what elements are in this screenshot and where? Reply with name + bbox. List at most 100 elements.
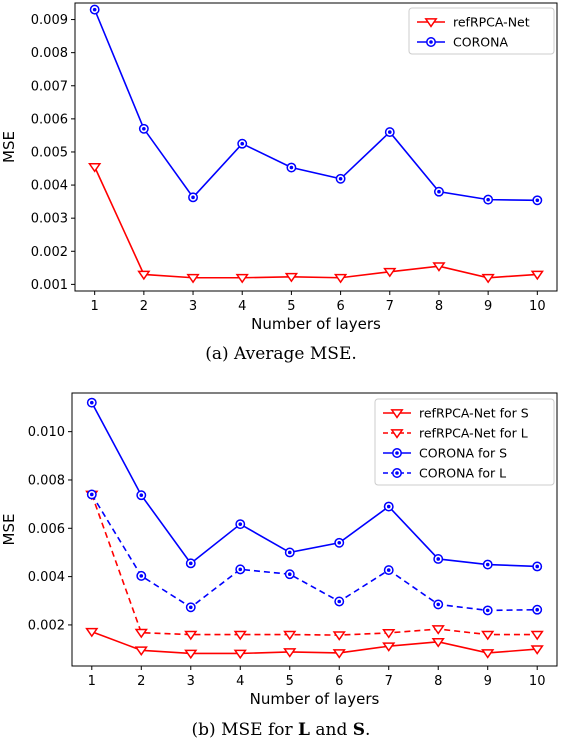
chart2-series-corona-for-l-point-4-core: [238, 567, 243, 572]
chart1-legend-label-refrpca-net: refRPCA-Net: [453, 15, 530, 30]
chart1-xtick-label-10: 10: [529, 299, 546, 314]
chart2-series-refrpca-net-for-l-point-5: [283, 630, 297, 641]
chart1-series-corona-point-10-core: [535, 198, 540, 203]
chart1-xtick-label-7: 7: [386, 299, 394, 314]
chart1-ytick-label-3: 0.004: [31, 179, 68, 194]
chart2-series-refrpca-net-for-s-point-3: [184, 649, 198, 660]
chart2-series-corona-for-s-point-2-core: [139, 493, 144, 497]
chart1-series-refrpca-net-point-9: [481, 273, 495, 284]
chart2-ytick-label-2: 0.006: [28, 522, 65, 537]
chart2-series-refrpca-net-for-l-point-9: [481, 630, 495, 641]
chart1-series-refrpca-net-point-6: [333, 273, 348, 284]
chart2-series-corona-for-l-point-10-core: [535, 607, 540, 612]
chart2-series-corona-for-l-line: [91, 494, 538, 612]
chart1-legend: refRPCA-Net CORONA: [408, 7, 555, 55]
chart2-series-corona-for-l-point-9-core: [485, 608, 490, 613]
chart2-xtick-label-4: 4: [236, 674, 244, 689]
chart1-ytick-label-4: 0.005: [31, 145, 68, 160]
chart1-series-corona: [89, 4, 543, 206]
chart1-series-refrpca-net-point-2: [137, 270, 151, 281]
chart2-series-refrpca-net-for-l-line: [91, 494, 538, 636]
chart2-series-refrpca-net-for-l-point-4: [233, 630, 247, 641]
chart2-series-corona-for-s-point-1-core: [89, 400, 94, 405]
chart1-ytick-label-0: 0.001: [31, 278, 68, 293]
chart2-legend: refRPCA-Net for S refRPCA-Net for L CORONA…: [374, 398, 555, 486]
chart1-series-refrpca-net-point-8: [432, 262, 446, 272]
chart1-xtick-label-4: 4: [238, 299, 246, 314]
chart2-series-corona-for-s-point-7-core: [386, 504, 391, 509]
chart2-series-corona-for-s-point-10-core: [535, 564, 540, 569]
chart2-series-corona-for-l-point-5-core: [287, 572, 292, 576]
chart1-series-corona-point-5-core: [289, 165, 294, 170]
chart2-xtick-label-3: 3: [187, 674, 195, 689]
chart1-series-corona-point-9-core: [486, 197, 490, 202]
chart2-legend-marker-refrpca-net-for-s: [390, 409, 404, 419]
chart2-series-refrpca-net-for-s-point-6: [332, 649, 346, 659]
chart2-series-corona-for-s-point-8-core: [436, 557, 441, 561]
chart1-plot-frame: [74, 2, 558, 292]
chart2-series-corona-for-l-point-3-core: [188, 605, 193, 610]
chart2-series-corona-for-l-point-8-core: [436, 602, 441, 607]
chart2-legend-marker-corona-for-s-core: [395, 451, 399, 455]
chart1-ytick-label-2: 0.003: [31, 212, 68, 227]
chart1-legend-marker-corona-core: [429, 40, 433, 44]
chart2-xtick-label-5: 5: [286, 674, 294, 689]
chart2-series-refrpca-net-for-l-point-7: [382, 629, 396, 639]
chart-mse-l-s: 1 2 3 4 5 6 7 8 9 10 0.002 0.004 0.006 0.008 0.010 Numb…: [0, 375, 562, 750]
chart1-series-corona-point-3-core: [191, 195, 195, 200]
chart1-legend-marker-refrpca-net: [424, 18, 438, 28]
chart2-series-refrpca-net-for-s-point-5: [283, 648, 297, 658]
chart1-ytick-label-1: 0.002: [31, 245, 68, 260]
chart1-ylabel: MSE: [0, 131, 18, 163]
chart2-legend-label-corona-for-s: CORONA for S: [419, 446, 507, 461]
chart1-ytick-label-7: 0.008: [31, 46, 68, 61]
chart2-series-corona-for-s-point-4-core: [238, 522, 243, 526]
chart1-legend-frame: [408, 7, 555, 55]
chart2-legend-label-corona-for-l: CORONA for L: [419, 466, 506, 481]
chart1-legend-label-corona: CORONA: [453, 35, 508, 50]
chart2-ytick-label-0: 0.002: [28, 618, 65, 633]
chart2-series-refrpca-net-for-l-point-8: [431, 625, 445, 635]
caption-a-text: (a) Average MSE.: [205, 344, 357, 364]
chart1-series-refrpca-net-point-5: [284, 272, 299, 283]
chart2-series-refrpca-net-for-s-point-1: [85, 627, 99, 638]
chart2-ytick-label-3: 0.008: [28, 473, 65, 488]
chart2-series-refrpca-net-for-s-point-2: [134, 646, 148, 657]
chart2-xtick-label-7: 7: [385, 674, 393, 689]
chart1-series-corona-point-8-core: [437, 189, 441, 194]
chart2-series-corona-for-s-point-5-core: [287, 550, 292, 555]
chart1-xtick-label-2: 2: [140, 299, 148, 314]
chart1-ytick-label-5: 0.006: [31, 112, 68, 127]
chart2-ylabel: MSE: [0, 514, 18, 546]
chart1-series-refrpca-net-point-10: [530, 270, 544, 281]
chart2-series-corona-for-s-point-6-core: [337, 540, 342, 545]
chart2-series-refrpca-net-for-l-point-6: [332, 631, 346, 641]
chart2-series-refrpca-net-for-l-point-3: [184, 630, 198, 641]
chart2-series-refrpca-net-for-l-point-10: [530, 630, 544, 641]
chart1-series-corona-point-4-core: [240, 141, 245, 146]
chart2-series-corona-for-s: [86, 397, 543, 572]
chart2-legend-frame: [374, 398, 555, 486]
chart2-ytick-label-1: 0.004: [28, 570, 65, 585]
chart1-xlabel: Number of layers: [251, 315, 381, 333]
caption-b-bold-s: S: [352, 720, 366, 740]
chart2-series-corona-for-s-point-9-core: [485, 562, 490, 567]
chart1-xtick-label-8: 8: [435, 299, 443, 314]
chart1-series-corona-point-7-core: [387, 130, 392, 134]
chart-average-mse: 1 2 3 4 5 6 7 8 9 10 0.001 0.002 0.003 0.004 0.005 0.00…: [0, 2, 558, 333]
chart2-xtick-label-1: 1: [88, 674, 96, 689]
chart2-xtick-label-6: 6: [335, 674, 343, 689]
chart2-series-refrpca-net-for-l-point-2: [134, 628, 148, 639]
caption-b-bold-l: L: [298, 720, 310, 740]
chart2-series-refrpca-net-for-s-point-9: [481, 649, 495, 659]
chart2-xtick-label-10: 10: [529, 674, 546, 689]
chart2-plot-frame: [71, 392, 558, 667]
chart2-series-corona-for-l-point-1-core: [89, 492, 94, 497]
chart1-series-refrpca-net-line: [93, 166, 538, 279]
chart1-xtick-label-5: 5: [287, 299, 295, 314]
chart1-xtick-label-1: 1: [91, 299, 99, 314]
chart2-xlabel: Number of layers: [250, 690, 380, 708]
chart2-legend-label-refrpca-net-for-l: refRPCA-Net for L: [419, 426, 528, 441]
chart1-xtick-label-6: 6: [336, 299, 344, 314]
chart1-series-corona-line: [93, 9, 538, 202]
